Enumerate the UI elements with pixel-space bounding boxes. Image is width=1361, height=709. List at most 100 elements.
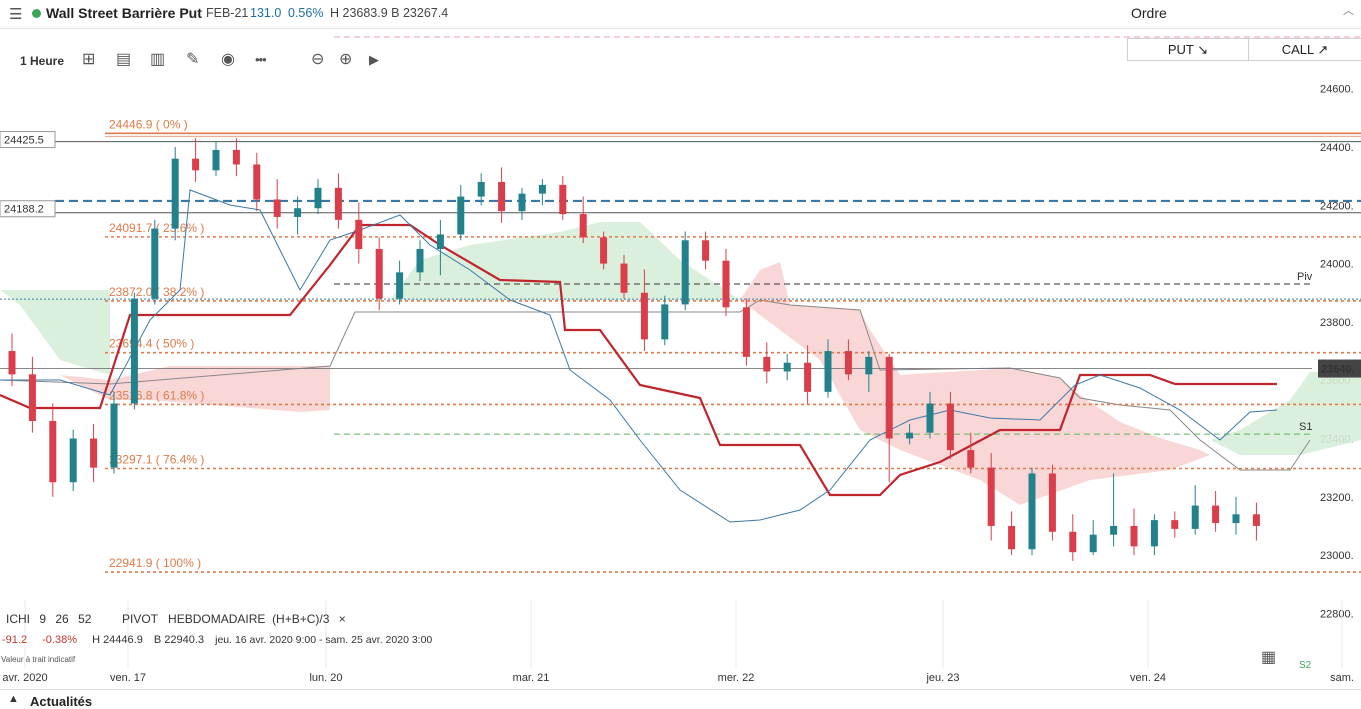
live-status-dot <box>32 9 41 18</box>
candle-body <box>620 263 628 293</box>
trade-buttons: PUT ↘ CALL ↗ <box>1127 38 1361 61</box>
candle-body <box>192 158 200 171</box>
instrument-title: Wall Street Barrière Put <box>46 5 202 21</box>
x-tick-label: mer. 22 <box>718 672 755 684</box>
indicative-note: Valeur à trait indicatif <box>1 655 76 664</box>
x-tick-label: lun. 20 <box>309 672 342 684</box>
change-points: -91.2 <box>2 634 28 646</box>
candle-body <box>987 467 995 526</box>
candle-body <box>518 193 526 212</box>
more-icon[interactable]: ••• <box>255 52 267 67</box>
y-tick-label: 23800. <box>1320 317 1354 329</box>
candle-body <box>253 164 261 200</box>
candle-body <box>396 272 404 299</box>
candle-body <box>1150 520 1158 547</box>
candle-body <box>702 240 710 261</box>
current-price-tag <box>1318 359 1361 378</box>
candle-body <box>967 450 975 468</box>
ichimoku-name: ICHI <box>6 612 30 626</box>
candle-body <box>8 351 16 375</box>
chevron-up-icon[interactable]: ▲ <box>8 693 19 705</box>
price-marker-box <box>0 131 56 149</box>
candle-body <box>314 187 322 209</box>
instrument-price: 131.0 <box>250 6 282 20</box>
candle-body <box>1069 531 1077 553</box>
instrument-high-low: H 23683.9 B 23267.4 <box>330 6 449 20</box>
chart-toolbar: 1 Heure ⊞ ▤ ▥ ✎ ◉ ••• ⊖ ⊕ ▶ <box>0 44 400 76</box>
y-tick-label: 23200. <box>1320 492 1354 504</box>
x-tick-label: sam. <box>1330 672 1354 684</box>
chevron-up-icon[interactable]: ︿ <box>1343 5 1354 17</box>
candle-body <box>926 403 934 433</box>
candle-body <box>885 356 893 439</box>
y-tick-label: 24400. <box>1320 142 1354 154</box>
candle-body <box>28 374 36 422</box>
contract-month: FEB-21 <box>206 6 249 20</box>
candle-body <box>600 237 608 264</box>
candle-body <box>69 438 77 483</box>
candle-body <box>1089 534 1097 553</box>
candle-body <box>436 234 444 250</box>
candle-body <box>171 158 179 229</box>
x-tick-label: ven. 17 <box>110 672 146 684</box>
candle-body <box>273 199 281 217</box>
ichimoku-legend[interactable]: ICHI 9 26 52 <box>6 612 97 626</box>
candle-body <box>1212 505 1220 524</box>
calendar-icon[interactable]: ▤ <box>116 51 132 68</box>
candle-body <box>151 228 159 299</box>
candle-body <box>538 184 546 194</box>
candle-body <box>906 432 914 439</box>
candle-body <box>457 196 465 235</box>
news-panel[interactable]: ▲ Actualités <box>0 689 1361 709</box>
kijun-sen-line <box>0 223 1277 497</box>
zoom-in-icon[interactable]: ⊕ <box>339 51 353 68</box>
price-marker-box <box>0 200 56 218</box>
ichimoku-param: 52 <box>78 612 92 626</box>
timeframe-selector[interactable]: 1 Heure <box>20 54 65 68</box>
eye-icon[interactable]: ◉ <box>221 51 235 68</box>
close-icon[interactable]: × <box>338 612 346 626</box>
call-button[interactable]: CALL ↗ <box>1281 42 1329 57</box>
candle-body <box>375 249 383 299</box>
indicators-icon[interactable]: ▥ <box>150 51 166 68</box>
candle-body <box>110 403 118 468</box>
play-icon[interactable]: ▶ <box>369 52 379 67</box>
ichimoku-cloud-bullish <box>0 222 1361 455</box>
candle-body <box>232 149 240 165</box>
candle-body <box>804 362 812 392</box>
x-tick-label: avr. 2020 <box>2 672 47 684</box>
candle-body <box>477 181 485 197</box>
y-tick-label: 22800. <box>1320 608 1354 620</box>
candle-body <box>661 304 669 340</box>
y-tick-label: 24000. <box>1320 259 1354 271</box>
put-button[interactable]: PUT ↘ <box>1128 39 1249 60</box>
candle-body <box>579 214 587 238</box>
candle-body <box>49 421 57 483</box>
candle-body <box>90 438 98 468</box>
instrument-change: 0.56% <box>288 6 324 20</box>
chart-type-icon[interactable]: ⊞ <box>82 51 96 68</box>
calendar-icon[interactable]: ▦ <box>1261 649 1277 666</box>
fib-level-label: 23694.4 ( 50% ) <box>109 337 194 351</box>
candle-body <box>1028 473 1036 550</box>
fib-level-label: 22941.9 ( 100% ) <box>109 556 201 570</box>
candle-body <box>946 403 954 451</box>
draw-icon[interactable]: ✎ <box>186 51 200 68</box>
candle-body <box>783 362 791 372</box>
fib-level-label: 24091.7 ( 23.6% ) <box>109 221 204 235</box>
pivot-s2-label: S2 <box>1299 660 1312 671</box>
ichimoku-cloud-bearish <box>60 262 1210 505</box>
candle-body <box>681 240 689 305</box>
candle-body <box>722 260 730 308</box>
pivot-name: PIVOT <box>122 612 159 626</box>
ichimoku-param: 9 <box>39 612 47 626</box>
pivot-legend[interactable]: PIVOT HEBDOMADAIRE (H+B+C)/3 × <box>122 612 346 626</box>
menu-icon[interactable]: ☰ <box>9 6 23 23</box>
order-tab[interactable]: Ordre <box>1131 5 1167 21</box>
zoom-out-icon[interactable]: ⊖ <box>311 51 325 68</box>
candle-body <box>844 351 852 375</box>
date-range: jeu. 16 avr. 2020 9:00 - sam. 25 avr. 20… <box>215 634 433 646</box>
instrument-header: ☰ Wall Street Barrière Put FEB-21 131.0 … <box>0 0 1361 29</box>
candle-body <box>334 187 342 220</box>
